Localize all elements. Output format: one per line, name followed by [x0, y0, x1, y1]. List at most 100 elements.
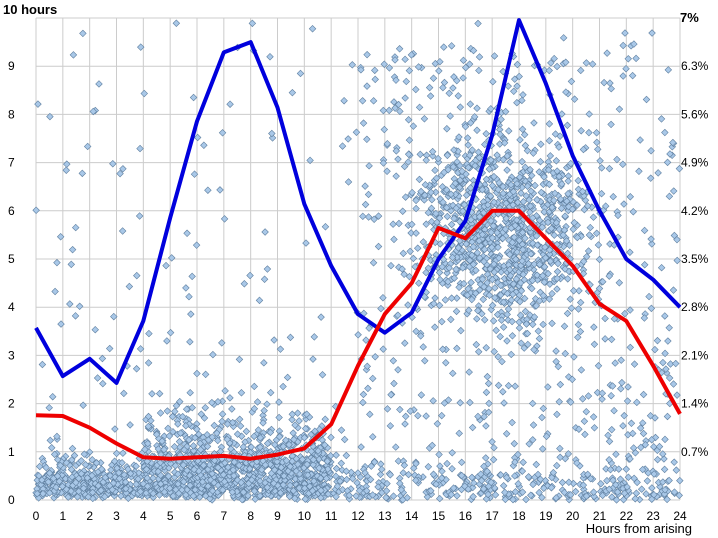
scatter-point: [377, 304, 385, 313]
scatter-point: [537, 140, 545, 148]
scatter-point: [399, 249, 408, 258]
x-tick-label: 20: [566, 509, 580, 523]
scatter-point: [226, 100, 234, 108]
scatter-point: [398, 207, 407, 215]
scatter-point: [435, 301, 444, 310]
scatter-point: [497, 316, 506, 324]
scatter-point: [149, 489, 157, 498]
scatter-point: [263, 265, 272, 273]
scatter-point: [484, 408, 493, 417]
scatter-point: [236, 422, 245, 430]
scatter-point: [169, 428, 177, 436]
scatter-point: [635, 167, 643, 176]
scatter-point: [660, 455, 668, 463]
scatter-point: [593, 388, 602, 397]
scatter-point: [324, 490, 332, 498]
scatter-point: [675, 164, 684, 173]
scatter-point: [352, 492, 360, 500]
scatter-point: [503, 337, 511, 345]
scatter-point: [466, 398, 474, 407]
scatter-point: [536, 475, 545, 483]
scatter-point: [387, 261, 395, 270]
scatter-point: [454, 244, 463, 252]
scatter-point: [406, 407, 415, 415]
scatter-point: [651, 345, 659, 354]
scatter-point: [506, 250, 514, 259]
scatter-point: [362, 336, 370, 344]
scatter-point: [577, 232, 585, 241]
scatter-point: [275, 398, 283, 406]
scatter-point: [461, 122, 470, 131]
scatter-point: [511, 255, 520, 264]
scatter-point: [524, 259, 533, 268]
scatter-point: [533, 276, 542, 284]
scatter-point: [468, 295, 476, 304]
scatter-point: [369, 259, 378, 267]
y-right-tick-label: 6.3%: [681, 59, 709, 73]
scatter-point: [648, 240, 656, 248]
scatter-point: [631, 449, 640, 457]
scatter-point: [412, 476, 420, 485]
scatter-point: [633, 398, 641, 407]
scatter-point: [448, 253, 457, 262]
scatter-point: [208, 398, 216, 407]
scatter-point: [473, 315, 481, 323]
scatter-point: [443, 151, 452, 160]
scatter-point: [598, 389, 607, 397]
scatter-point: [77, 457, 85, 465]
scatter-point: [552, 494, 560, 502]
scatter-point: [502, 473, 511, 482]
scatter-point: [430, 180, 439, 188]
scatter-point: [333, 482, 342, 490]
scatter-point: [619, 72, 627, 80]
scatter-point: [83, 142, 92, 151]
scatter-point: [383, 405, 392, 413]
scatter-point: [479, 485, 488, 493]
scatter-point: [503, 289, 512, 298]
scatter-point: [475, 53, 484, 61]
scatter-point: [426, 92, 435, 100]
scatter-point: [561, 212, 569, 220]
scatter-point: [520, 294, 529, 303]
scatter-point: [612, 496, 621, 504]
scatter-point: [617, 385, 625, 393]
scatter-point: [515, 72, 523, 81]
scatter-point: [669, 187, 678, 195]
scatter-point: [279, 382, 287, 391]
scatter-point: [371, 75, 379, 84]
scatter-point: [500, 139, 509, 147]
scatter-point: [553, 167, 561, 175]
scatter-point: [422, 220, 430, 228]
scatter-point: [553, 285, 561, 293]
scatter-point: [504, 381, 513, 390]
scatter-point: [378, 481, 386, 490]
scatter-point: [193, 369, 201, 378]
scatter-point: [513, 180, 521, 188]
scatter-point: [266, 460, 275, 469]
scatter-point: [538, 445, 547, 453]
scatter-point: [579, 269, 588, 278]
scatter-point: [429, 397, 437, 405]
scatter-point: [453, 294, 461, 302]
scatter-point: [670, 488, 679, 496]
scatter-point: [465, 60, 474, 68]
scatter-point: [613, 155, 621, 164]
scatter-point: [67, 487, 75, 495]
scatter-point: [71, 312, 80, 320]
scatter-point: [208, 433, 216, 441]
scatter-point: [464, 163, 473, 172]
x-axis-label: Hours from arising: [586, 521, 692, 536]
scatter-point: [80, 450, 89, 458]
scatter-point: [468, 423, 477, 432]
scatter-point: [595, 284, 604, 293]
scatter-point: [508, 418, 516, 427]
scatter-point: [209, 350, 217, 359]
scatter-point: [395, 219, 403, 228]
scatter-point: [144, 359, 153, 367]
scatter-point: [513, 248, 521, 256]
scatter-point: [172, 402, 181, 410]
scatter-point: [579, 145, 588, 154]
scatter-point: [565, 478, 573, 486]
scatter-point: [149, 474, 157, 482]
scatter-point: [661, 128, 669, 137]
